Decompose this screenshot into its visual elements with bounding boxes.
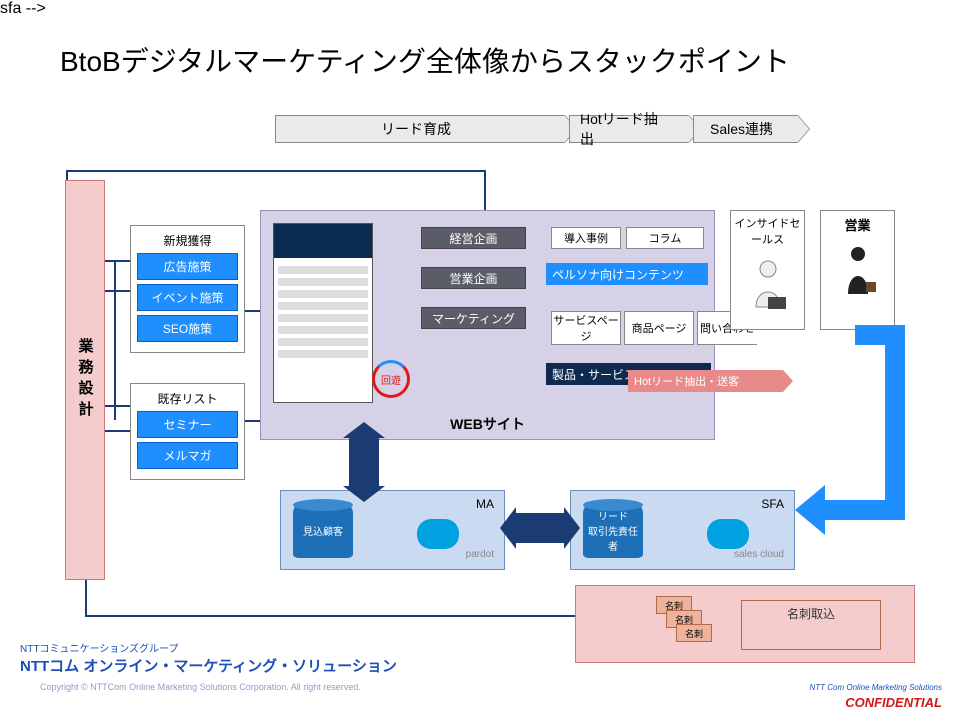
eigyo-box: 営業 [820,210,895,330]
phase-lead-nurture: リード育成 [275,115,565,143]
sfa-label: SFA [761,497,784,511]
phase-sales: Sales連携 [693,115,798,143]
content-column: コラム [626,227,704,249]
person-briefcase-icon [838,244,878,304]
footer-brand: NTTコム オンライン・マーケティング・ソリューション [20,655,397,676]
salesforce-logo-icon [417,519,459,549]
tag-event: イベント施策 [137,284,238,311]
person-laptop-icon [748,257,788,317]
sidebar-business-design: 業務設計 [65,180,105,580]
kaiyu-icon: 回遊 [373,361,409,397]
tag-mailmag: メルマガ [137,442,238,469]
ma-product: pardot [466,549,494,560]
tag-ad: 広告施策 [137,253,238,280]
hot-lead-arrow: Hotリード抽出・送客 [628,370,783,392]
role-keiei: 経営企画 [421,227,526,249]
website-block: 経営企画 営業企画 マーケティング 導入事例 コラム ペルソナ向けコンテンツ サ… [260,210,715,440]
tag-seo: SEO施策 [137,315,238,342]
role-marketing: マーケティング [421,307,526,329]
eigyo-label: 営業 [821,215,894,234]
meishi-card: 名刺 [676,624,712,642]
footer-copyright: Copyright © NTTCom Online Marketing Solu… [40,682,361,692]
phase-hot-lead: Hotリード抽出 [569,115,689,143]
footer-confidential: CONFIDENTIAL [845,695,942,710]
sfa-box: SFA リード 取引先責任者 sales cloud [570,490,795,570]
tag-seminar: セミナー [137,411,238,438]
website-thumb [273,223,373,403]
meishi-zone: 名刺 名刺 名刺 名刺取込 [575,585,915,663]
inside-sales-label: インサイドセールス [731,215,804,247]
banner-persona: ペルソナ向けコンテンツ [546,263,708,285]
double-arrow-icon [349,438,379,486]
salesforce-logo-icon [707,519,749,549]
sfa-db: リード 取引先責任者 [583,503,643,558]
new-acquisition-label: 新規獲得 [137,232,238,249]
acquisition-group: 新規獲得 広告施策 イベント施策 SEO施策 既存リスト セミナー メルマガ [130,225,245,510]
meishi-import-box: 名刺取込 [741,600,881,650]
ma-label: MA [476,497,494,511]
website-label: WEBサイト [450,414,525,434]
content-product: 商品ページ [624,311,694,345]
footer-conf-sub: NTT Com Online Marketing Solutions [810,683,943,692]
double-arrow-icon [516,513,564,543]
sfa-product: sales cloud [734,549,784,560]
ma-box: MA 見込顧客 pardot [280,490,505,570]
phase-row: リード育成 Hotリード抽出 Sales連携 [275,115,802,143]
new-acquisition-frame: 新規獲得 広告施策 イベント施策 SEO施策 [130,225,245,353]
page-title: BtoBデジタルマーケティング全体像からスタックポイント [60,40,790,80]
ma-db: 見込顧客 [293,503,353,558]
inside-sales-box: インサイドセールス [730,210,805,330]
footer-logo: NTTコミュニケーションズグループ NTTコム オンライン・マーケティング・ソリ… [20,640,397,676]
role-eigyo-kikaku: 営業企画 [421,267,526,289]
footer-group: NTTコミュニケーションズグループ [20,640,397,655]
flow-arrow-sales-to-sfa [795,320,925,550]
content-case: 導入事例 [551,227,621,249]
existing-list-frame: 既存リスト セミナー メルマガ [130,383,245,480]
content-service: サービスページ [551,311,621,345]
existing-list-label: 既存リスト [137,390,238,407]
